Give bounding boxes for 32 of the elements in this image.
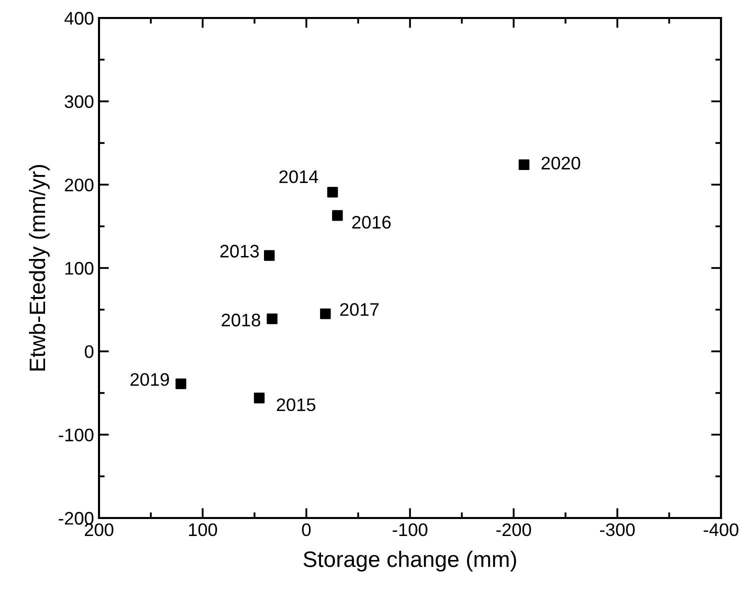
y-tick-label: 400 (64, 12, 94, 25)
x-tick-label: -100 (392, 523, 428, 536)
annotation: 2014 (279, 170, 318, 184)
x-tick-label: 0 (302, 523, 311, 536)
y-axis-title: Etwb-Eteddy (mm/yr) (28, 165, 50, 371)
x-tick-label: -200 (496, 523, 532, 536)
annotation: 2015 (276, 398, 316, 412)
point (332, 210, 343, 221)
point (518, 159, 530, 170)
y-tick-label: 0 (84, 345, 94, 358)
annotation: 2013 (220, 244, 259, 258)
annotation: 2020 (542, 156, 580, 170)
annotation: 2018 (222, 314, 260, 326)
y-tick-label: 200 (64, 178, 94, 192)
y-tick-label: -100 (58, 428, 94, 442)
y-tick-label: 300 (64, 95, 94, 108)
annotation: 2017 (340, 303, 379, 316)
x-tick-label: 100 (188, 523, 218, 536)
point (264, 250, 275, 261)
point (327, 186, 338, 198)
annotation: 2016 (352, 216, 391, 229)
x-tick-label: 200 (84, 523, 114, 536)
x-tick-label: -400 (704, 523, 738, 536)
x-tick-label: -300 (600, 523, 635, 536)
point (254, 392, 265, 404)
y-tick-label: 100 (65, 262, 94, 275)
x-axis-title: Storage change (mm) (304, 550, 516, 572)
annotation: 2019 (130, 373, 169, 386)
point (176, 378, 186, 390)
point (320, 308, 331, 320)
y-tick-label: -200 (58, 512, 94, 525)
point (266, 313, 278, 324)
